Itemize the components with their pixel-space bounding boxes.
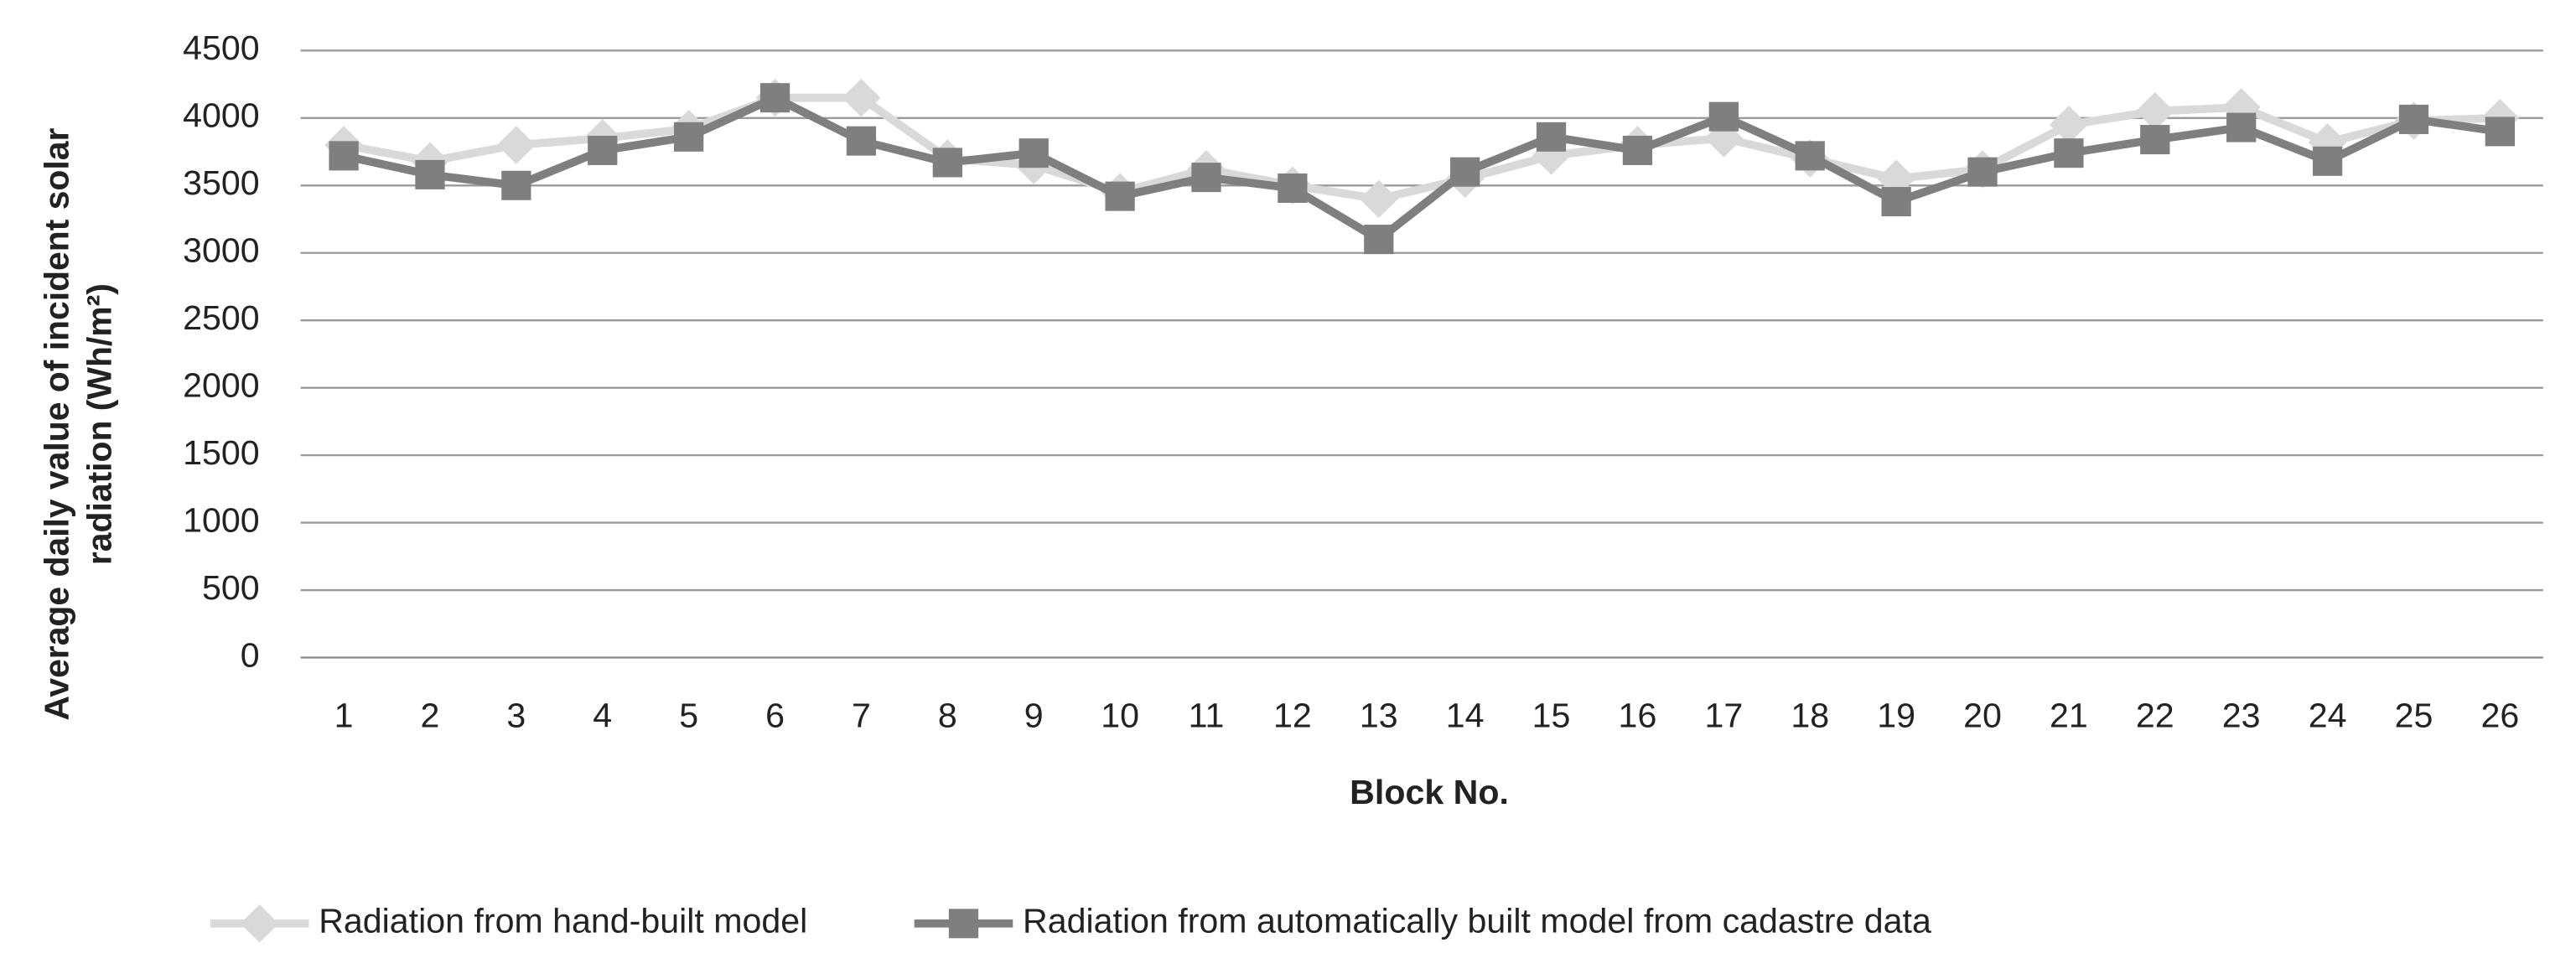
data-point — [1278, 173, 1308, 204]
legend-swatch-marker — [948, 909, 979, 939]
x-tick-label: 3 — [506, 696, 526, 734]
data-point — [1536, 122, 1567, 152]
data-point — [842, 78, 881, 117]
x-tick-label: 1 — [334, 696, 354, 734]
data-point — [2140, 125, 2170, 155]
data-point — [1105, 181, 1135, 211]
x-tick-label: 2 — [421, 696, 440, 734]
data-point — [1795, 141, 1825, 171]
data-point — [1622, 135, 1653, 165]
x-tick-label: 19 — [1877, 696, 1915, 734]
y-axis-label-line: Average daily value of incident solar — [37, 128, 75, 721]
x-tick-label: 14 — [1446, 696, 1485, 734]
data-point — [932, 148, 962, 178]
x-tick-label: 24 — [2309, 696, 2347, 734]
y-tick-label: 1500 — [183, 433, 260, 472]
y-tick-label: 1000 — [183, 500, 260, 539]
y-axis-label-line: radiation (Wh/m²) — [80, 283, 118, 565]
y-tick-label: 3500 — [183, 163, 260, 202]
data-point — [1967, 157, 1998, 187]
x-tick-label: 17 — [1704, 696, 1743, 734]
x-axis-label: Block No. — [1350, 773, 1509, 811]
series-line — [343, 93, 2501, 204]
data-point — [1450, 157, 1480, 187]
data-point — [496, 126, 536, 164]
legend-label: Radiation from hand-built model — [319, 902, 807, 940]
y-tick-label: 0 — [241, 635, 260, 674]
series-line — [343, 93, 2501, 244]
data-point — [415, 159, 445, 189]
y-tick-label: 3000 — [183, 231, 260, 270]
y-tick-label: 2500 — [183, 298, 260, 337]
data-point — [674, 122, 704, 152]
x-tick-label: 12 — [1273, 696, 1312, 734]
data-point — [1708, 101, 1739, 132]
data-point — [588, 135, 618, 165]
y-axis-label: Average daily value of incident solar ra… — [37, 128, 118, 721]
y-tick-label: 4000 — [183, 96, 260, 135]
data-point — [2135, 91, 2174, 131]
data-point — [2312, 146, 2343, 176]
data-point — [846, 126, 877, 156]
legend-label: Radiation from automatically built model… — [1023, 902, 1931, 940]
data-point — [1364, 225, 1394, 255]
data-point — [1191, 163, 1221, 193]
x-tick-label: 9 — [1024, 696, 1044, 734]
x-tick-label: 4 — [593, 696, 612, 734]
x-tick-label: 21 — [2050, 696, 2088, 734]
data-point — [2226, 112, 2257, 142]
x-tick-label: 8 — [938, 696, 957, 734]
y-tick-label: 500 — [202, 568, 260, 607]
data-point — [1359, 179, 1398, 219]
legend-swatch-marker — [240, 904, 279, 943]
x-tick-label: 25 — [2395, 696, 2433, 734]
data-point — [1018, 138, 1049, 168]
x-tick-label: 11 — [1189, 696, 1225, 734]
data-point — [759, 83, 790, 113]
x-tick-label: 20 — [1963, 696, 2002, 734]
data-point — [1881, 187, 1911, 217]
y-tick-label: 4500 — [183, 28, 260, 67]
data-point — [329, 141, 359, 171]
x-tick-label: 18 — [1791, 696, 1829, 734]
x-tick-label: 22 — [2136, 696, 2174, 734]
x-tick-label: 26 — [2480, 696, 2519, 734]
x-tick-label: 16 — [1619, 696, 1657, 734]
x-tick-label: 15 — [1532, 696, 1571, 734]
x-tick-label: 7 — [852, 696, 871, 734]
x-tick-label: 6 — [765, 696, 785, 734]
x-tick-label: 10 — [1101, 696, 1139, 734]
data-point — [2485, 117, 2515, 147]
x-tick-label: 23 — [2222, 696, 2261, 734]
data-point — [2054, 138, 2084, 168]
data-point — [2398, 104, 2429, 134]
x-tick-label: 13 — [1360, 696, 1398, 734]
data-point — [2049, 106, 2088, 144]
y-tick-label: 2000 — [183, 366, 260, 405]
x-tick-label: 5 — [679, 696, 698, 734]
data-point — [501, 170, 531, 200]
